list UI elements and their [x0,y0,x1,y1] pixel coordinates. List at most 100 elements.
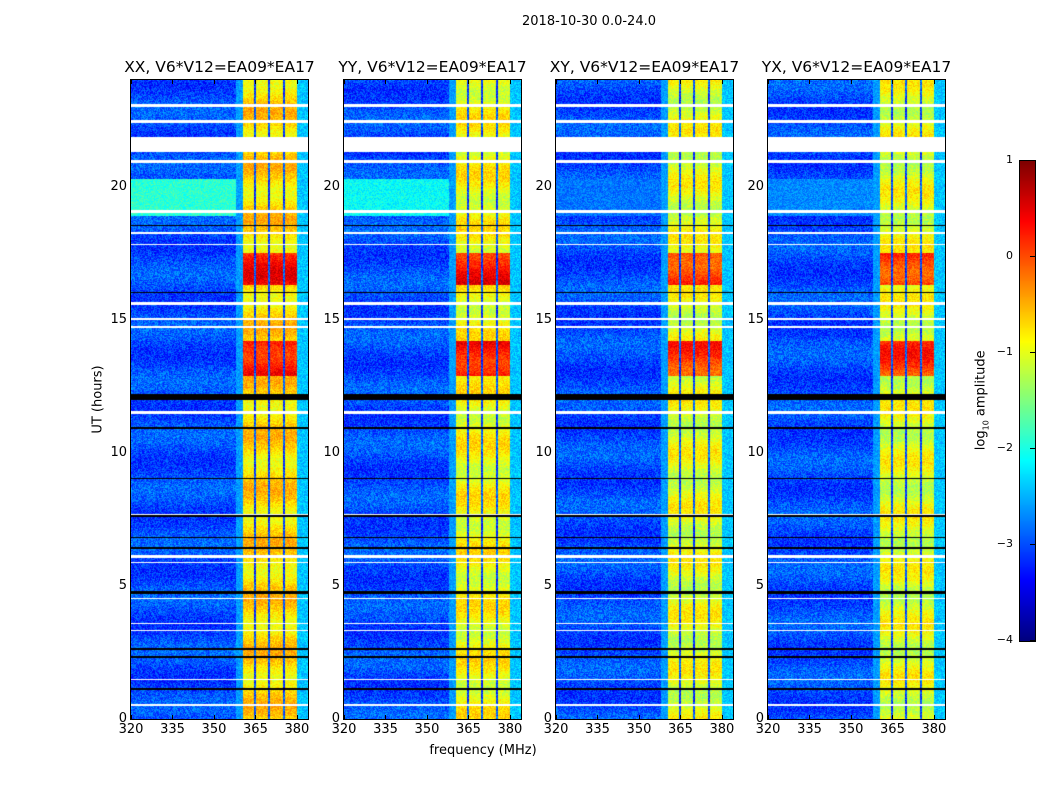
x-tick-mark [892,715,894,719]
y-tick-label: 0 [755,711,764,726]
x-tick-mark [809,80,811,84]
x-axis-label: frequency (MHz) [429,743,537,758]
y-tick-label: 15 [535,311,552,327]
x-tick-label: 350 [414,722,440,737]
x-tick-mark [768,80,769,84]
colorbar-tick-mark [1030,448,1035,449]
heatmap-panel [555,79,734,720]
x-tick-label: 365 [880,722,905,737]
y-tick-label: 0 [331,711,340,726]
x-tick-label: 350 [626,722,652,737]
x-tick-label: 380 [921,722,947,737]
x-tick-label: 335 [373,722,398,737]
y-tick-label: 10 [535,444,552,460]
x-tick-mark [892,80,894,84]
y-axis-label: UT (hours) [90,365,106,434]
x-tick-mark [213,80,215,84]
x-tick-mark [296,715,298,719]
x-tick-mark [255,80,257,84]
x-tick-mark [509,715,511,719]
x-tick-mark [131,715,132,719]
x-tick-label: 335 [585,722,610,737]
y-tick-label: 10 [110,444,127,460]
y-tick-label: 0 [118,711,127,726]
panel-title: YX, V6*V12=EA09*EA17 [761,58,952,76]
heatmap-panel [767,79,946,720]
colorbar-tick-label: 0 [1006,249,1013,262]
y-tick-label: 5 [331,577,340,593]
x-tick-mark [385,715,387,719]
x-tick-label: 380 [284,722,310,737]
x-tick-mark [344,80,345,84]
y-tick-label: 15 [110,311,127,327]
x-tick-label: 350 [201,722,227,737]
y-tick-label: 5 [543,577,552,593]
colorbar-tick-label: −3 [996,537,1013,550]
x-tick-label: 380 [709,722,735,737]
x-tick-mark [468,715,470,719]
colorbar-tick-mark [1030,544,1035,545]
x-tick-label: 335 [797,722,822,737]
x-tick-label: 365 [243,722,268,737]
x-tick-label: 365 [456,722,481,737]
x-tick-label: 320 [118,722,144,737]
colorbar-tick-label: −2 [996,441,1013,454]
x-tick-label: 320 [543,722,569,737]
x-tick-mark [131,80,132,84]
heatmap-panel [343,79,522,720]
x-tick-mark [721,715,723,719]
y-tick-label: 20 [323,178,340,194]
panel-title: XX, V6*V12=EA09*EA17 [124,58,315,76]
x-tick-mark [172,80,174,84]
colorbar-tick-mark [1030,352,1035,353]
colorbar-tick-mark [1030,160,1035,161]
x-tick-label: 350 [838,722,864,737]
y-tick-label: 10 [747,444,764,460]
x-tick-mark [933,715,935,719]
colorbar-tick-mark [1030,256,1035,257]
colorbar [1019,160,1036,642]
x-tick-mark [638,80,640,84]
y-tick-label: 15 [747,311,764,327]
y-tick-label: 20 [747,178,764,194]
panel-title: YY, V6*V12=EA09*EA17 [338,58,527,76]
heatmap-cells [768,80,945,719]
x-tick-mark [933,80,935,84]
y-tick-label: 20 [110,178,127,194]
x-tick-mark [509,80,511,84]
y-tick-label: 10 [323,444,340,460]
x-tick-mark [850,80,852,84]
colorbar-label-rest: amplitude [973,350,989,421]
x-tick-label: 380 [497,722,523,737]
y-tick-label: 5 [118,577,127,593]
x-tick-mark [768,715,769,719]
x-tick-label: 365 [668,722,693,737]
y-tick-label: 15 [323,311,340,327]
x-tick-mark [597,715,599,719]
x-tick-mark [721,80,723,84]
x-tick-mark [597,80,599,84]
x-tick-mark [680,715,682,719]
y-tick-label: 0 [543,711,552,726]
heatmap-cells [344,80,521,719]
x-tick-label: 335 [160,722,185,737]
panel-title: XY, V6*V12=EA09*EA17 [549,58,740,76]
colorbar-label-log: log [973,430,989,451]
x-tick-mark [296,80,298,84]
x-tick-mark [426,80,428,84]
colorbar-label: log10 amplitude [974,340,991,460]
x-tick-label: 320 [755,722,781,737]
heatmap-cells [556,80,733,719]
x-tick-mark [809,715,811,719]
x-tick-mark [850,715,852,719]
x-tick-mark [213,715,215,719]
x-tick-mark [680,80,682,84]
colorbar-label-sub: 10 [981,420,991,431]
x-tick-mark [556,80,557,84]
x-tick-mark [556,715,557,719]
figure-title: 2018-10-30 0.0-24.0 [522,14,656,29]
colorbar-tick-mark [1030,640,1035,641]
heatmap-panel [130,79,309,720]
y-tick-label: 5 [755,577,764,593]
